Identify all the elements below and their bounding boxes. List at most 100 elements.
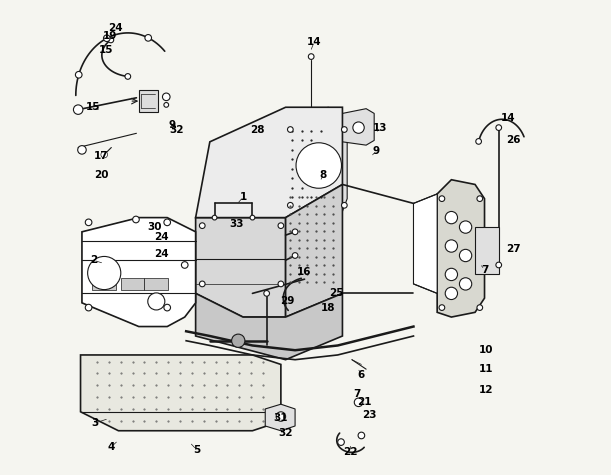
- Circle shape: [199, 223, 205, 228]
- Text: 25: 25: [329, 288, 343, 298]
- Text: 2: 2: [90, 255, 97, 265]
- Polygon shape: [285, 184, 342, 317]
- Text: 13: 13: [373, 123, 387, 133]
- Circle shape: [145, 35, 152, 41]
- Polygon shape: [121, 278, 144, 290]
- Circle shape: [133, 216, 139, 223]
- Circle shape: [477, 196, 483, 201]
- Circle shape: [496, 262, 502, 268]
- Polygon shape: [281, 107, 347, 218]
- Circle shape: [445, 211, 458, 224]
- Text: 7: 7: [481, 265, 488, 275]
- Polygon shape: [475, 227, 499, 275]
- Circle shape: [477, 305, 483, 311]
- Circle shape: [338, 439, 345, 446]
- Circle shape: [278, 223, 284, 228]
- Ellipse shape: [208, 246, 230, 281]
- Circle shape: [101, 152, 108, 158]
- Text: 16: 16: [298, 266, 312, 276]
- Polygon shape: [81, 355, 281, 431]
- Circle shape: [164, 103, 169, 107]
- Text: 19: 19: [103, 31, 117, 41]
- Text: 9: 9: [372, 146, 379, 156]
- Circle shape: [164, 219, 170, 226]
- Text: 24: 24: [108, 23, 122, 33]
- Text: 28: 28: [250, 124, 265, 134]
- Circle shape: [288, 127, 293, 133]
- Polygon shape: [82, 218, 196, 326]
- Text: 30: 30: [148, 222, 162, 232]
- Polygon shape: [437, 180, 485, 317]
- Circle shape: [476, 139, 481, 144]
- Text: 1: 1: [240, 192, 247, 202]
- Text: 15: 15: [86, 102, 101, 112]
- Circle shape: [292, 229, 298, 235]
- Text: 26: 26: [506, 135, 520, 145]
- Text: 32: 32: [279, 428, 293, 437]
- Circle shape: [459, 221, 472, 233]
- Text: 33: 33: [230, 219, 244, 229]
- Text: 4: 4: [108, 442, 115, 452]
- Circle shape: [264, 291, 269, 296]
- Text: 29: 29: [280, 296, 295, 306]
- Circle shape: [445, 240, 458, 252]
- Polygon shape: [196, 107, 342, 218]
- Text: 21: 21: [357, 397, 372, 408]
- Circle shape: [164, 304, 170, 311]
- Text: 14: 14: [501, 113, 516, 123]
- Circle shape: [459, 249, 472, 262]
- Circle shape: [292, 253, 298, 258]
- Polygon shape: [196, 218, 285, 317]
- Circle shape: [199, 281, 205, 287]
- Text: 23: 23: [362, 410, 377, 420]
- Circle shape: [342, 127, 347, 133]
- Text: 9: 9: [169, 120, 175, 130]
- Polygon shape: [92, 278, 116, 290]
- Polygon shape: [144, 278, 168, 290]
- Circle shape: [163, 93, 170, 101]
- Circle shape: [459, 278, 472, 290]
- Circle shape: [439, 305, 445, 311]
- Circle shape: [276, 412, 285, 421]
- Circle shape: [86, 304, 92, 311]
- Text: 8: 8: [320, 170, 327, 180]
- Circle shape: [73, 105, 83, 114]
- Text: 5: 5: [193, 445, 200, 455]
- Text: 11: 11: [479, 364, 494, 374]
- Text: 15: 15: [98, 46, 113, 56]
- Text: 17: 17: [93, 151, 108, 161]
- Text: 24: 24: [154, 249, 169, 259]
- Text: 12: 12: [479, 385, 494, 395]
- Circle shape: [87, 256, 121, 290]
- Circle shape: [358, 432, 365, 439]
- Text: 14: 14: [307, 38, 321, 48]
- Circle shape: [496, 125, 502, 131]
- Circle shape: [125, 74, 131, 79]
- Text: 32: 32: [169, 124, 184, 134]
- Circle shape: [78, 146, 86, 154]
- Polygon shape: [265, 404, 295, 431]
- Text: 6: 6: [358, 370, 365, 380]
- Polygon shape: [196, 294, 342, 360]
- Circle shape: [278, 281, 284, 287]
- Circle shape: [309, 54, 314, 59]
- Circle shape: [439, 196, 445, 201]
- Polygon shape: [414, 194, 437, 294]
- Text: 3: 3: [91, 418, 98, 428]
- Text: 24: 24: [154, 231, 169, 242]
- Circle shape: [353, 122, 364, 133]
- Polygon shape: [139, 90, 158, 113]
- Circle shape: [108, 37, 114, 43]
- Polygon shape: [338, 109, 374, 145]
- Circle shape: [212, 215, 217, 220]
- Circle shape: [181, 262, 188, 268]
- Text: 10: 10: [479, 345, 494, 355]
- Circle shape: [232, 334, 245, 347]
- Text: 7: 7: [353, 389, 360, 399]
- Text: 22: 22: [343, 446, 358, 456]
- Text: 20: 20: [93, 170, 108, 180]
- Circle shape: [75, 71, 82, 78]
- Text: 27: 27: [506, 244, 520, 254]
- Circle shape: [296, 143, 342, 188]
- Circle shape: [445, 287, 458, 300]
